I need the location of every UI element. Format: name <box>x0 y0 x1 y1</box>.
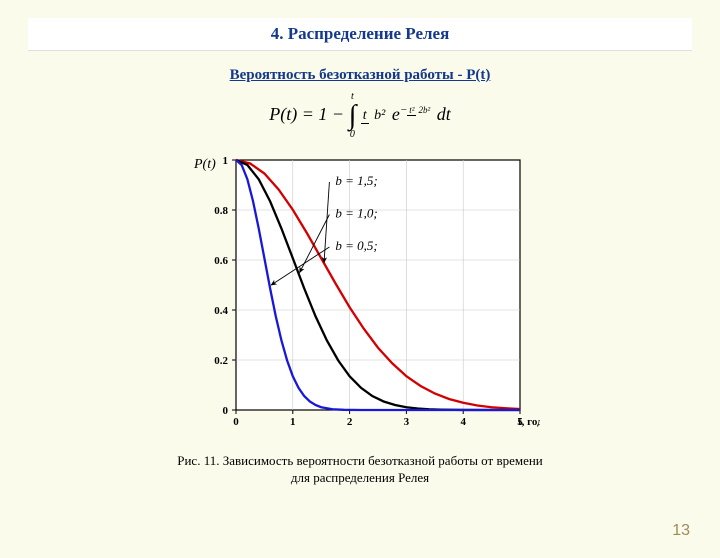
svg-text:3: 3 <box>404 416 410 428</box>
formula-int-lower: 0 <box>350 129 355 140</box>
figure-caption: Рис. 11. Зависимость вероятности безотка… <box>0 453 720 487</box>
svg-text:t, годин: t, годин <box>518 416 540 428</box>
chart-container: 01234500.20.40.60.81P(t)t, годинb = 1,5;… <box>180 150 540 445</box>
integral-sign: ∫ <box>349 100 357 131</box>
page-title: 4. Распределение Релея <box>28 18 692 51</box>
formula-frac1: t b² <box>361 109 388 124</box>
page-number: 13 <box>672 522 690 540</box>
svg-text:P(t): P(t) <box>193 157 216 172</box>
svg-text:b = 1,0;: b = 1,0; <box>335 206 377 221</box>
svg-text:1: 1 <box>223 155 229 167</box>
svg-text:4: 4 <box>460 416 466 428</box>
section-subtitle: Вероятность безотказной работы - P(t) <box>0 67 720 84</box>
svg-text:1: 1 <box>290 416 296 428</box>
svg-text:b = 0,5;: b = 0,5; <box>335 238 377 253</box>
svg-text:2: 2 <box>347 416 353 428</box>
svg-text:0: 0 <box>233 416 239 428</box>
svg-text:0.6: 0.6 <box>214 255 228 267</box>
formula-lhs: P(t) = 1 − <box>269 104 344 124</box>
svg-text:0.4: 0.4 <box>214 305 228 317</box>
svg-text:0: 0 <box>223 405 229 417</box>
svg-text:0.2: 0.2 <box>214 355 228 367</box>
caption-line-1: Рис. 11. Зависимость вероятности безотка… <box>177 453 543 468</box>
formula-dt: dt <box>437 104 451 124</box>
svg-text:0.8: 0.8 <box>214 205 228 217</box>
caption-line-2: для распределения Релея <box>291 470 429 485</box>
formula-e: e <box>392 104 400 124</box>
formula: P(t) = 1 − t ∫ 0 t b² e−t²2b² dt <box>0 92 720 140</box>
reliability-chart: 01234500.20.40.60.81P(t)t, годинb = 1,5;… <box>180 150 540 440</box>
svg-text:b = 1,5;: b = 1,5; <box>335 173 377 188</box>
